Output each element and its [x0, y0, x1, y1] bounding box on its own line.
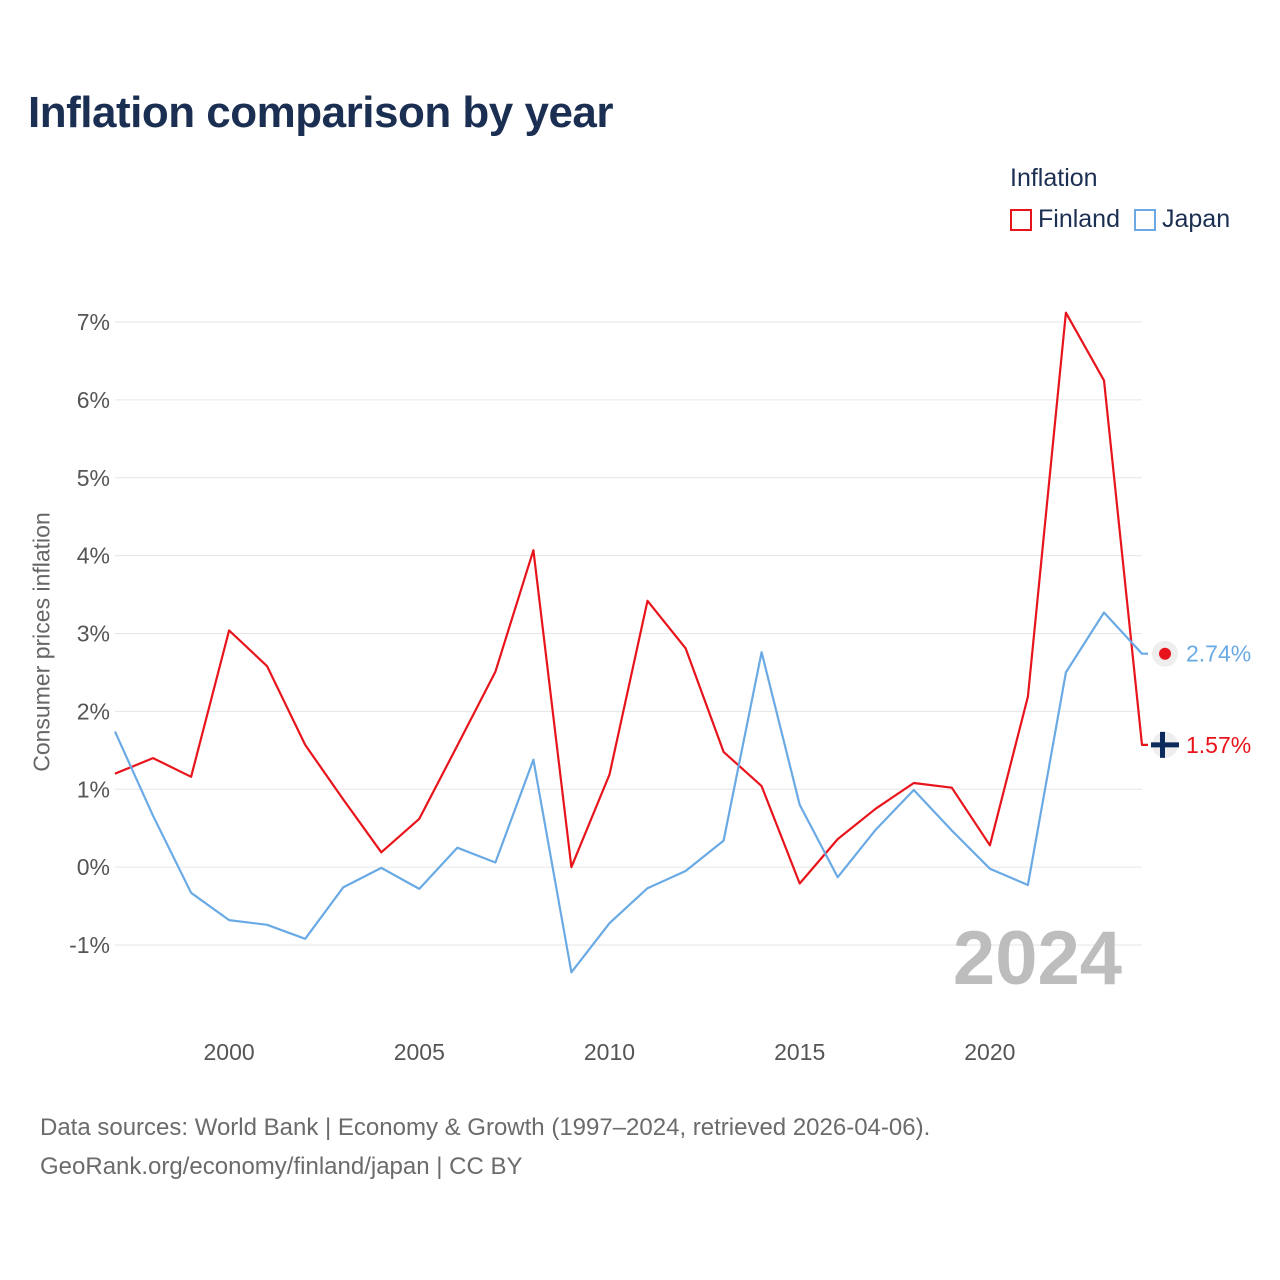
y-tick-label: 2%: [77, 698, 110, 724]
x-tick-label: 2000: [204, 1039, 255, 1065]
legend-title: Inflation: [1010, 164, 1098, 192]
legend: Finland Japan: [1010, 205, 1230, 234]
source-note: Data sources: World Bank | Economy & Gro…: [40, 1108, 930, 1186]
y-tick-label: 6%: [77, 387, 110, 413]
x-tick-label: 2020: [964, 1039, 1015, 1065]
source-line-2[interactable]: GeoRank.org/economy/finland/japan | CC B…: [40, 1153, 523, 1180]
end-label-finland: 1.57%: [1186, 732, 1251, 758]
series-line-finland: [114, 311, 1148, 885]
legend-item-japan[interactable]: Japan: [1134, 205, 1230, 234]
y-tick-label: -1%: [69, 932, 110, 958]
x-tick-label: 2010: [584, 1039, 635, 1065]
y-tick-label: 3%: [77, 621, 110, 647]
y-tick-label: 1%: [77, 776, 110, 802]
legend-label-japan: Japan: [1162, 205, 1231, 233]
y-tick-label: 0%: [77, 854, 110, 880]
legend-item-finland[interactable]: Finland: [1010, 205, 1120, 234]
japan-flag-dot: [1159, 647, 1171, 660]
source-line-1: Data sources: World Bank | Economy & Gro…: [40, 1114, 931, 1141]
y-tick-label: 7%: [77, 309, 110, 335]
x-tick-label: 2015: [774, 1039, 825, 1065]
y-tick-label: 4%: [77, 543, 110, 569]
legend-swatch-japan: [1134, 208, 1156, 231]
legend-swatch-finland: [1010, 208, 1032, 231]
series-line-japan: [113, 611, 1148, 974]
x-tick-label: 2005: [394, 1039, 445, 1065]
legend-label-finland: Finland: [1038, 205, 1120, 233]
chart-title: Inflation comparison by year: [28, 88, 614, 137]
y-tick-label: 5%: [77, 465, 110, 491]
year-watermark: 2024: [953, 916, 1122, 1001]
end-label-japan: 2.74%: [1186, 641, 1251, 667]
finland-flag-cross-v: [1160, 731, 1165, 758]
